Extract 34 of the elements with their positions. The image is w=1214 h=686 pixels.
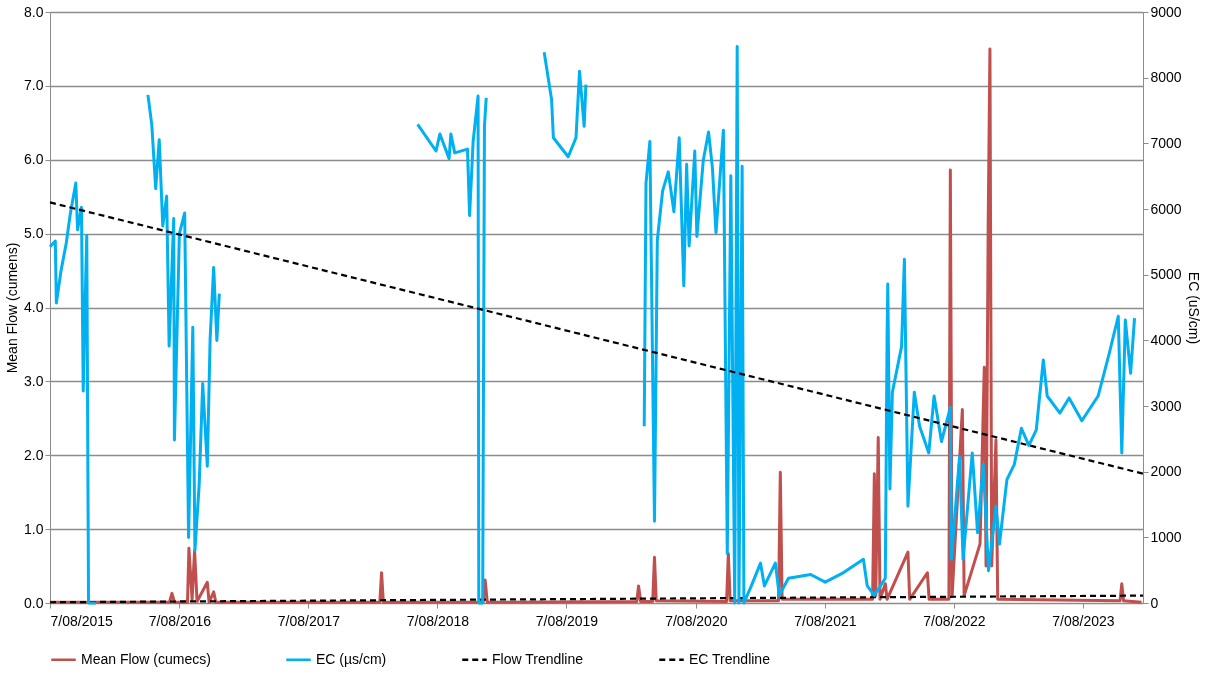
legend-label: Flow Trendline	[492, 650, 584, 667]
y2-tick-label: 6000	[1150, 200, 1182, 217]
x-tick-label: 7/08/2021	[794, 612, 857, 629]
x-tick-label: 7/08/2015	[50, 612, 113, 629]
x-tick-label: 7/08/2023	[1052, 612, 1115, 629]
y-tick-label: 1.0	[24, 520, 44, 537]
y2-tick-label: 3000	[1150, 397, 1182, 414]
legend-label: EC (µs/cm)	[316, 650, 387, 667]
y2-axis-title: EC (uS/cm)	[1185, 271, 1202, 345]
y-tick-label: 0.0	[24, 594, 44, 611]
y2-tick-label: 1000	[1150, 528, 1182, 545]
y-tick-label: 4.0	[24, 299, 44, 315]
x-tick-label: 7/08/2020	[665, 612, 728, 629]
y-tick-label: 5.0	[24, 225, 44, 242]
x-tick-label: 7/08/2019	[535, 612, 599, 629]
y2-tick-label: 5000	[1150, 266, 1182, 283]
x-tick-label: 7/08/2022	[923, 612, 986, 629]
y2-tick-label: 7000	[1150, 134, 1182, 151]
legend-label: EC Trendline	[689, 650, 771, 667]
y2-tick-label: 2000	[1150, 463, 1182, 480]
y2-tick-label: 9000	[1150, 3, 1182, 20]
y2-tick-label: 0	[1150, 594, 1159, 611]
x-tick-label: 7/08/2016	[148, 612, 212, 629]
y-tick-label: 2.0	[24, 446, 44, 463]
x-tick-label: 7/08/2017	[277, 612, 341, 629]
y2-tick-label: 4000	[1150, 331, 1182, 348]
y2-tick-label: 8000	[1150, 69, 1182, 86]
y-axis-title: Mean Flow (cumens)	[4, 242, 21, 374]
legend-label: Mean Flow (cumecs)	[81, 650, 211, 667]
y-tick-label: 3.0	[24, 372, 44, 389]
y-tick-label: 6.0	[24, 151, 44, 168]
y-tick-label: 7.0	[24, 77, 44, 94]
x-tick-label: 7/08/2018	[406, 612, 470, 629]
y-tick-label: 8.0	[24, 3, 44, 20]
